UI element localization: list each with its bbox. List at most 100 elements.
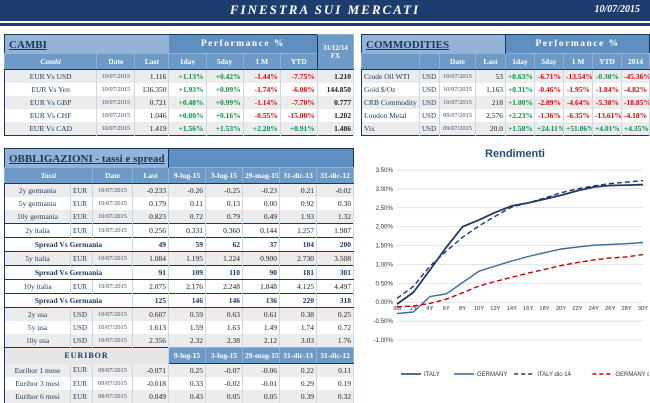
fx-pair-label: EUR Vs GBP xyxy=(4,96,98,109)
last-value: 0.823 xyxy=(132,210,170,224)
perf-value: -6.71% xyxy=(534,69,564,83)
perf-value: +0.31% xyxy=(505,83,535,96)
cambi-col-date: Date xyxy=(96,53,136,70)
svg-text:0.50%: 0.50% xyxy=(375,280,393,287)
fx-3112-value: 1.210 xyxy=(316,69,355,83)
last-value: 0.049 xyxy=(132,390,170,403)
hist-value: 0.33 xyxy=(168,377,207,390)
svg-text:6Y: 6Y xyxy=(443,306,450,312)
rate-row: 2y germania EUR 10/07/2015 -0.233 -0.26 -0.25… xyxy=(4,183,355,197)
perf-value: -1.44% xyxy=(243,69,281,83)
svg-text:12Y: 12Y xyxy=(490,306,500,312)
content: CAMBI Performance % 31/12/14 FX Cambi Da… xyxy=(0,26,650,403)
rate-label: 5y italia xyxy=(4,251,71,266)
commodities-col-date: Date xyxy=(439,53,476,70)
perf-value: -4.64% xyxy=(563,96,593,109)
rate-label: 5y germania xyxy=(4,197,71,210)
rate-label: 2y germania xyxy=(4,183,71,197)
commodities-col-1day: 1day xyxy=(505,53,535,70)
rendimenti-chart: Rendimenti 3.50% 3.00% 2.50% 2.00% 1.50% 1.00… xyxy=(361,148,649,392)
chart-title: Rendimenti xyxy=(485,148,545,160)
euribor-section-title: EURIBOR xyxy=(4,347,170,364)
hist-value: 3.508 xyxy=(316,251,355,266)
series-GERMANY-dic-14 xyxy=(396,253,644,308)
last-value: 136.350 xyxy=(134,83,170,96)
hist-value: 0.331 xyxy=(168,223,207,238)
svg-text:2.00%: 2.00% xyxy=(375,224,393,231)
fx-pair-label: EUR Vs CHF xyxy=(4,109,98,122)
obbligazioni-col-last: Last xyxy=(131,167,170,184)
currency-cell: USD xyxy=(419,69,440,83)
last-value: 0.721 xyxy=(134,96,170,109)
hist-value: 0.72 xyxy=(316,321,355,334)
cambi-col-ytd: YTD xyxy=(279,53,318,70)
obbligazioni-col-tassi: Tassi xyxy=(4,167,93,184)
perf-value: -1.74% xyxy=(243,83,281,96)
commodity-label: Crude Oil WTI xyxy=(361,69,420,83)
commodities-col-ccy xyxy=(419,53,440,70)
commodities-col-name xyxy=(361,53,420,70)
perf-value: -6.35% xyxy=(563,109,593,122)
currency-cell: USD xyxy=(419,96,440,109)
cambi-col-1day: 1day xyxy=(168,53,207,70)
spread-value: 62 xyxy=(205,237,244,252)
svg-text:24Y: 24Y xyxy=(589,306,599,312)
currency-cell: EUR xyxy=(70,363,93,377)
hist-value: -0.23 xyxy=(242,183,281,197)
rate-label: 2y italia xyxy=(4,223,71,238)
cambi-col-fx: 31/12/14 FX xyxy=(316,34,355,70)
euribor-label: Euribor 1 mese xyxy=(4,363,71,377)
cambi-row: EUR Vs USD 10/07/2015 1.116 +1.13% +0.42% -1.… xyxy=(4,69,355,83)
commodity-row: Gold $/Oz USD 10/07/2015 1,163 +0.31% -0.46% -… xyxy=(361,83,650,96)
hist-value: 1.49 xyxy=(242,321,281,334)
currency-cell: EUR xyxy=(70,210,93,224)
fx-3112-value: 0.777 xyxy=(316,96,355,109)
hist-value: 0.39 xyxy=(279,390,318,403)
date-cell: 09/07/2015 xyxy=(92,377,133,390)
svg-text:4Y: 4Y xyxy=(426,306,433,312)
spread-value: 318 xyxy=(316,293,355,308)
last-value: 53 xyxy=(475,69,506,83)
spread-label: Spread Vs Germania xyxy=(4,265,133,280)
currency-cell: EUR xyxy=(70,223,93,238)
date-cell: 10/07/2015 xyxy=(92,307,133,321)
obbligazioni-col-hist-0: 9-lug-15 xyxy=(168,167,207,184)
spread-value: 90 xyxy=(242,265,281,280)
perf-value: -45.36% xyxy=(621,69,650,83)
date-cell: 10/07/2015 xyxy=(96,122,136,136)
perf-value: -15.00% xyxy=(280,109,318,122)
rate-label: 2y usa xyxy=(4,307,71,321)
commodities-table: COMMODITIES Performance % Date Last 1day… xyxy=(361,34,650,136)
perf-value: +1.00% xyxy=(505,96,535,109)
report-date: 10/07/2015 xyxy=(594,4,640,15)
svg-text:20Y: 20Y xyxy=(556,306,566,312)
perf-value: -5.38% xyxy=(592,96,622,109)
hist-value: 0.29 xyxy=(279,377,318,390)
euribor-row: Euribor 6 mesi EUR 09/07/2015 0.049 0.43 0.05… xyxy=(4,390,355,403)
date-cell: 10/07/2015 xyxy=(96,96,136,109)
euribor-row: Euribor 3 mesi EUR 09/07/2015 -0.018 0.33 -0.… xyxy=(4,377,355,390)
last-value: 1.419 xyxy=(134,122,170,136)
euribor-label: Euribor 3 mesi xyxy=(4,377,71,390)
date-cell: 10/07/2015 xyxy=(92,210,133,224)
legend-label-ITALY: ITALY xyxy=(424,372,440,378)
svg-text:1.50%: 1.50% xyxy=(375,243,393,250)
rate-row: 10y usa USD 10/07/2015 2.356 2.32 2.38 2.12 3.0… xyxy=(4,334,355,348)
commodity-label: Gold $/Oz xyxy=(361,83,420,96)
fx-pair-label: EUR Vs CAD xyxy=(4,122,98,136)
cambi-col-1m: 1 M xyxy=(242,53,281,70)
hist-value: 2.38 xyxy=(205,334,244,348)
commodity-row: CRB Commodity USD 10/07/2015 218 +1.00% -2.89… xyxy=(361,96,650,109)
currency-cell: USD xyxy=(419,109,440,122)
last-value: 2,576 xyxy=(475,109,506,122)
perf-value: -0.30% xyxy=(592,69,622,83)
cambi-section-title: CAMBI xyxy=(9,39,47,51)
hist-value: 0.11 xyxy=(316,363,355,377)
perf-value: +0.91% xyxy=(280,122,318,136)
hist-value: -0.02 xyxy=(316,183,355,197)
rate-row: 5y usa USD 10/07/2015 1.613 1.59 1.63 1.49 1.74… xyxy=(4,321,355,334)
perf-value: -6.08% xyxy=(280,83,318,96)
svg-text:30Y: 30Y xyxy=(638,306,648,312)
hist-value: 0.19 xyxy=(316,377,355,390)
hist-value: 0.63 xyxy=(205,307,244,321)
